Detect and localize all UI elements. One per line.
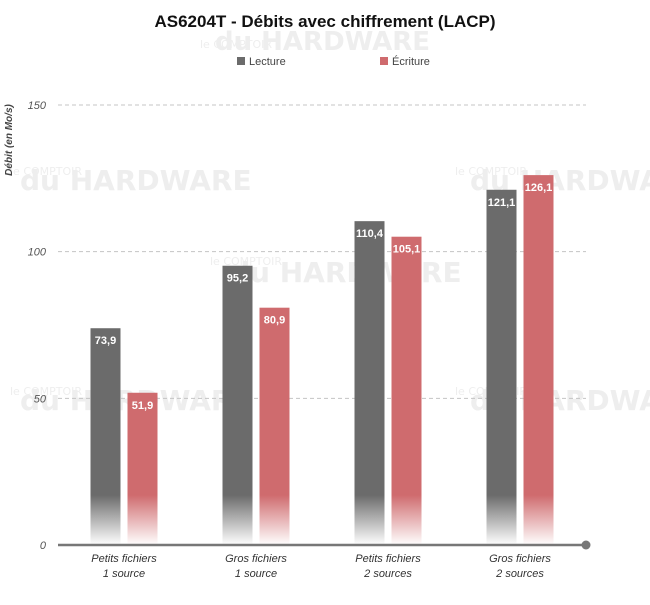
- data-label: 80,9: [264, 315, 285, 327]
- bar-lecture: [222, 265, 253, 545]
- bar-ecriture: [523, 175, 554, 545]
- bar-lecture-body: [486, 189, 517, 496]
- bar-lecture-fade: [354, 495, 385, 545]
- legend: Lecture Écriture: [237, 55, 430, 68]
- bar-lecture-body: [90, 328, 121, 495]
- bar-lecture: [486, 189, 517, 545]
- bar-ecriture-fade: [391, 495, 422, 545]
- y-axis-ticks: 0 50 100 150: [28, 100, 47, 552]
- bar-ecriture: [127, 392, 158, 545]
- x-tick-label: Petits fichiers: [355, 553, 421, 565]
- bar-ecriture-body: [127, 392, 158, 495]
- bar-lecture-fade: [222, 495, 253, 545]
- data-label: 105,1: [393, 244, 421, 256]
- x-tick-label: 1 source: [235, 568, 277, 580]
- x-axis-end-marker: [581, 540, 591, 550]
- x-axis: [58, 540, 591, 550]
- data-label: 126,1: [525, 182, 553, 194]
- data-label: 110,4: [356, 228, 384, 240]
- watermark-line2: du HARDWARE: [215, 27, 430, 57]
- bar-ecriture-body: [523, 175, 554, 495]
- data-labels: 73,9 51,9 95,2 80,9 110,4 105,1 121,1 126,1: [95, 182, 552, 412]
- x-tick-label: Gros fichiers: [489, 553, 551, 565]
- bar-lecture-body: [354, 221, 385, 495]
- watermark-line1: le COMPTOIR: [10, 165, 82, 178]
- x-tick-label: 2 sources: [495, 568, 544, 580]
- legend-label-lecture: Lecture: [249, 56, 286, 68]
- watermark-line1: le COMPTOIR: [200, 38, 272, 51]
- data-label: 51,9: [132, 400, 153, 412]
- bar-ecriture-fade: [523, 495, 554, 545]
- watermark-line1: le COMPTOIR: [455, 165, 527, 178]
- bars: [90, 175, 554, 545]
- x-tick-label: 1 source: [103, 568, 145, 580]
- bar-ecriture-body: [391, 236, 422, 495]
- watermark-line1: le COMPTOIR: [10, 385, 82, 398]
- data-label: 95,2: [227, 273, 248, 285]
- bar-ecriture-body: [259, 307, 290, 495]
- x-tick-label: Gros fichiers: [225, 553, 287, 565]
- bar-ecriture-fade: [127, 495, 158, 545]
- legend-swatch-ecriture: [380, 57, 388, 65]
- chart-title: AS6204T - Débits avec chiffrement (LACP): [154, 12, 495, 31]
- x-tick-label: Petits fichiers: [91, 553, 157, 565]
- bar-ecriture: [391, 236, 422, 545]
- bar-ecriture-fade: [259, 495, 290, 545]
- data-label: 121,1: [488, 197, 516, 209]
- x-tick-label: 2 sources: [363, 568, 412, 580]
- y-tick-label: 50: [34, 393, 47, 405]
- bar-lecture-fade: [90, 495, 121, 545]
- watermark-line2: du HARDWARE: [230, 256, 462, 289]
- y-tick-label: 100: [28, 247, 47, 259]
- watermark-line2: du HARDWARE: [20, 164, 252, 197]
- watermark-line1: le COMPTOIR: [210, 255, 282, 268]
- bar-lecture-body: [222, 265, 253, 495]
- x-axis-ticks: Petits fichiers 1 source Gros fichiers 1 so…: [91, 553, 551, 580]
- bar-lecture: [90, 328, 121, 545]
- legend-label-ecriture: Écriture: [392, 55, 430, 68]
- bar-lecture-fade: [486, 495, 517, 545]
- y-tick-label: 150: [28, 100, 47, 112]
- y-axis-label: Débit (en Mo/s): [4, 104, 15, 176]
- bar-lecture: [354, 221, 385, 545]
- legend-swatch-lecture: [237, 57, 245, 65]
- bar-ecriture: [259, 307, 290, 545]
- y-tick-label: 0: [40, 540, 47, 552]
- data-label: 73,9: [95, 335, 116, 347]
